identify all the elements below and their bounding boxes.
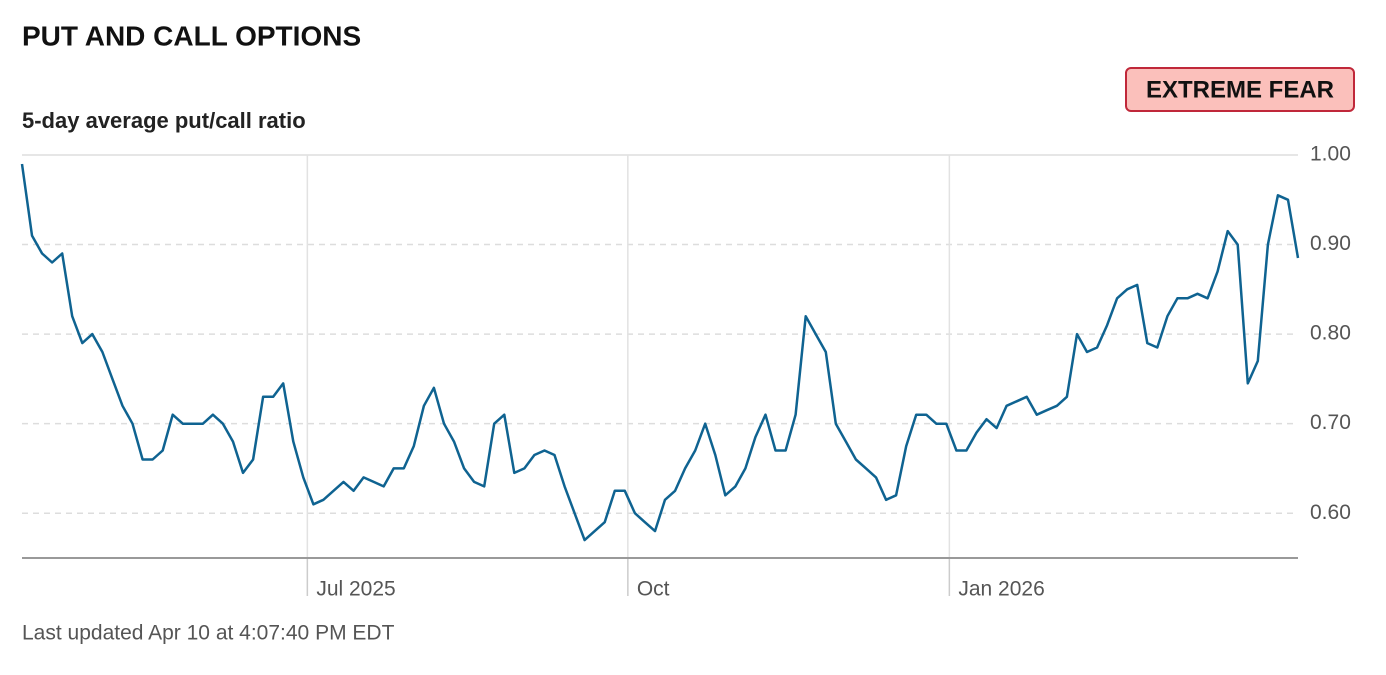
x-tick-label: Jan 2026 <box>958 578 1044 601</box>
y-tick-label: 1.00 <box>1310 143 1351 166</box>
y-tick-label: 0.90 <box>1310 232 1351 255</box>
badge: EXTREME FEAR <box>1146 76 1334 103</box>
y-tick-label: 0.80 <box>1310 322 1351 345</box>
footer: Last updated Apr 10 at 4:07:40 PM EDT <box>22 622 395 645</box>
chart-subtitle: 5-day average put/call ratio <box>22 108 306 133</box>
y-tick-label: 0.60 <box>1310 501 1351 524</box>
x-tick-label: Oct <box>637 578 670 601</box>
chart-title: PUT AND CALL OPTIONS <box>22 20 361 51</box>
x-tick-label: Jul 2025 <box>316 578 395 601</box>
badge-box <box>1125 67 1355 112</box>
y-tick-label: 0.70 <box>1310 411 1351 434</box>
line <box>20 163 1300 542</box>
